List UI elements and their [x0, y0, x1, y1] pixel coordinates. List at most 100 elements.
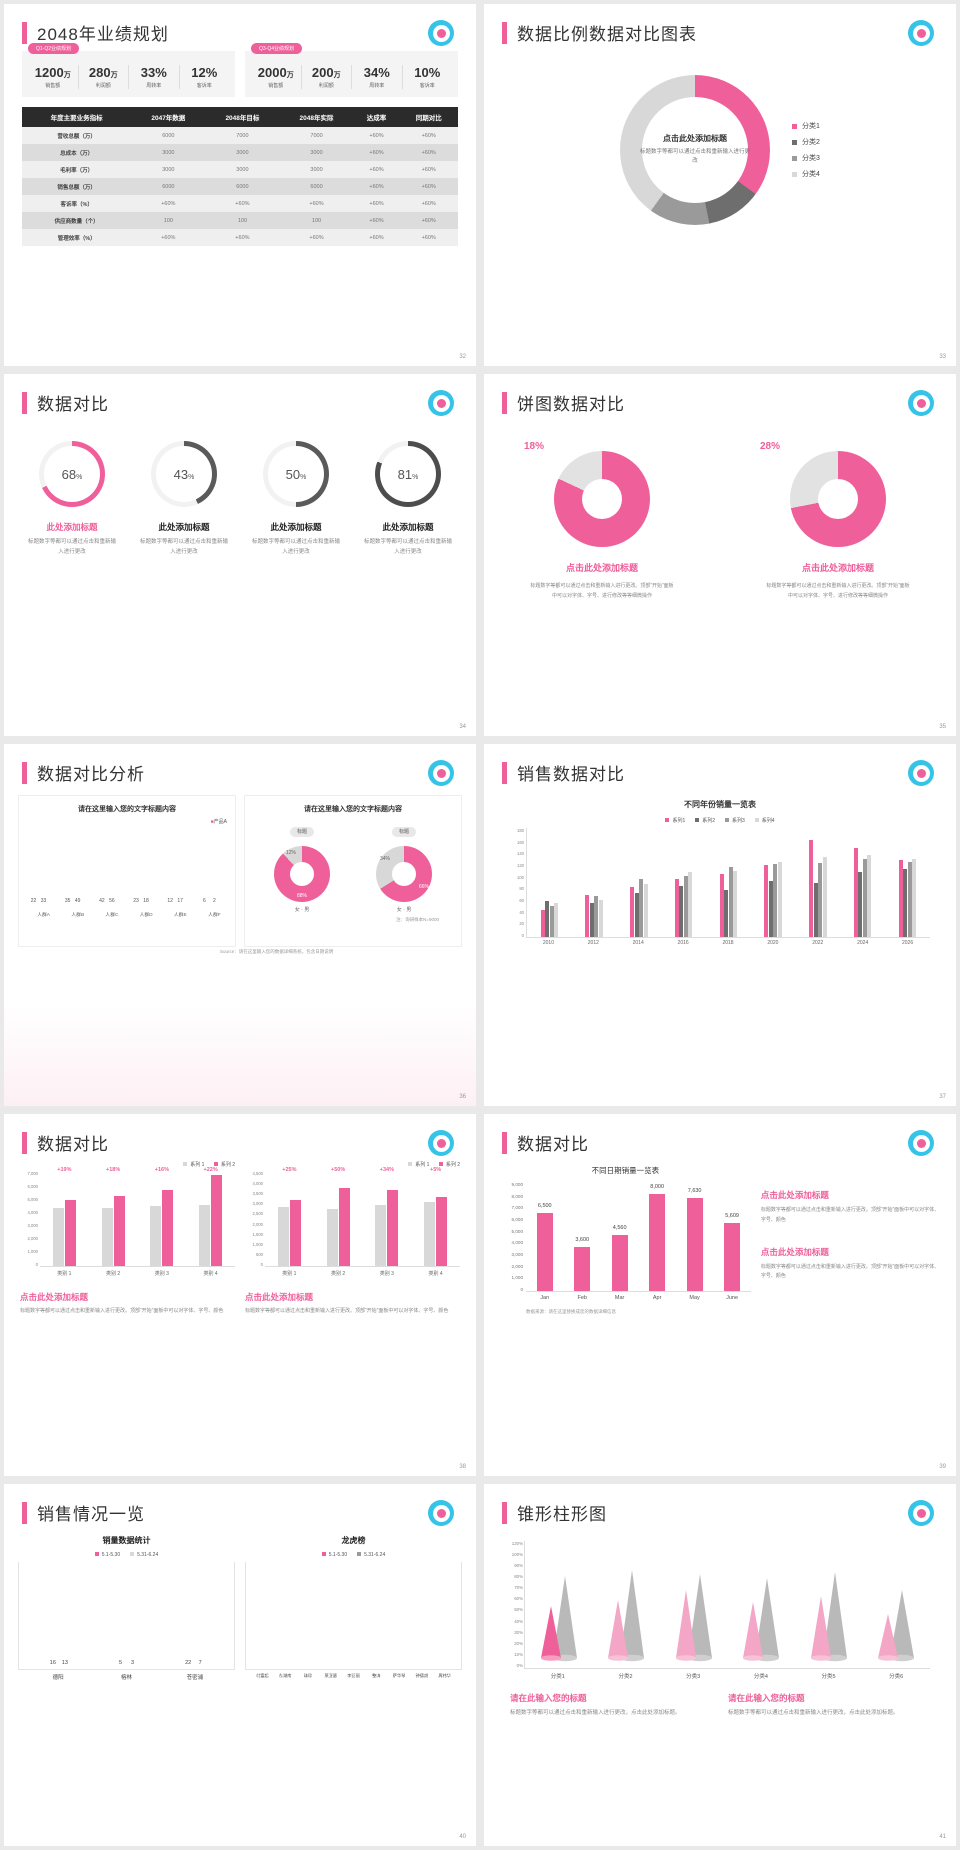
legend-item: 分类2: [792, 137, 820, 147]
title-accent-bar: [502, 21, 507, 44]
legend-item: 5.31-6.24: [130, 1552, 158, 1558]
chart-note: 注：询研样本N=9000: [396, 917, 439, 922]
delta-label: +5%: [430, 1167, 442, 1173]
delta-label: +50%: [331, 1167, 346, 1173]
cone-group: [806, 1541, 852, 1668]
x-axis: 分类1 分类2 分类3 分类4 分类5 分类6: [550, 1674, 904, 1680]
caption-title: 点击此处添加标题: [760, 1246, 829, 1257]
kpi-group-q1q2: Q1-Q2业绩规划 1200万 销售额 280万 利润额 33% 周转率 12% 客诉率: [22, 43, 235, 97]
bar: 3,600: [574, 1237, 591, 1291]
caption-title: 请在此输入您的标题: [728, 1693, 805, 1703]
caption-desc: 标题数字等都可以通过点击和重新输入进行更改。顶部“开始”面板中可以对字体、字号、…: [245, 1308, 449, 1314]
pie-value-label: 28%: [760, 441, 781, 452]
cone-pair-icon: [540, 1576, 577, 1662]
bar-group: +19%: [52, 1167, 76, 1266]
x-axis: 德阳 榕林 苍密浦: [52, 1675, 204, 1681]
page-number: 38: [459, 1464, 466, 1470]
donut-legend: 女 · 男: [294, 907, 310, 913]
brand-logo-icon: [908, 20, 934, 46]
kpi-item: 280万 利润额: [79, 65, 129, 89]
caption-title: 请在此输入您的标题: [510, 1693, 587, 1703]
slide-36[interactable]: 数据对比分析 请在这里输入您的文字标题内容 ■产品A 22 33 35 49 42 5…: [4, 744, 476, 1106]
caption-title: 点击此处添加标题: [760, 1190, 829, 1200]
ring-title: 此处添加标题: [270, 522, 322, 532]
bar-group: [630, 828, 648, 937]
kpi-item: 33% 周转率: [129, 65, 180, 89]
bar-group: [764, 828, 782, 937]
donut-tag: 标题: [391, 826, 416, 837]
ring-title: 此处添加标题: [46, 522, 98, 532]
bar-group: +50%: [326, 1167, 350, 1266]
card-title: 请在这里输入您的文字标题内容: [304, 806, 402, 813]
pie-item: 18% 点击此处添加标题 标题数字等都可以通过点击和重新输入进行更改。顶部“开始…: [512, 441, 692, 601]
slide-35[interactable]: 饼图数据对比 18% 点击此处添加标题 标题数字等都可以通过点击和重新输入进行更…: [484, 374, 956, 736]
pie-charts: 18% 点击此处添加标题 标题数字等都可以通过点击和重新输入进行更改。顶部“开始…: [484, 441, 956, 601]
caption-right: 请在此输入您的标题 标题数字等都可以通过点击和重新输入进行更改，点击此处添加标题…: [728, 1692, 930, 1718]
title-accent-bar: [502, 1501, 507, 1524]
chart-legend: 分类1 分类2 分类3 分类4: [792, 115, 820, 185]
pie-item: 28% 点击此处添加标题 标题数字等都可以通过点击和重新输入进行更改。顶部“开始…: [748, 441, 928, 601]
slide-37[interactable]: 销售数据对比 不同年份销量一览表 系列1 系列2 系列3 系列4 180 160 …: [484, 744, 956, 1106]
page-title: 销售数据对比: [517, 765, 625, 784]
brand-logo-icon: [428, 1130, 454, 1156]
legend-item: 系列 2: [213, 1162, 235, 1168]
progress-ring: 43%: [151, 441, 217, 507]
kpi-item: 34% 周转率: [352, 65, 403, 89]
bar-group: +18%: [101, 1167, 125, 1266]
delta-label: +22%: [203, 1167, 218, 1173]
table-row: 管理效率（%） +60% +60% +60% +60% +60%: [22, 229, 458, 246]
bar-chart-right: 系列 1 系列 2 4,500 4,000 3,500 3,000 2,500 2,0…: [245, 1161, 460, 1317]
mini-donut-item: 标题 12% 88% 女 · 男: [274, 820, 330, 913]
cone-group: [603, 1541, 649, 1668]
delta-label: +16%: [154, 1167, 169, 1173]
card-title: 请在这里输入您的文字标题内容: [78, 806, 176, 813]
page-number: 41: [939, 1834, 946, 1840]
bar: 8,000: [649, 1184, 666, 1291]
ring-item: 81% 此处添加标题 标题数字等都可以通过点击和重新输入进行更改: [364, 441, 452, 558]
chart-legend: 系列 1 系列 2: [245, 1161, 460, 1168]
page-title: 锥形柱形图: [517, 1505, 607, 1524]
progress-ring: 50%: [263, 441, 329, 507]
ring-desc: 标题数字等都可以通过点击和重新输入进行更改: [140, 539, 229, 555]
progress-rings: 68% 此处添加标题 标题数字等都可以通过点击和重新输入进行更改 43% 此处添…: [4, 441, 476, 558]
donut-legend: 女 · 男: [396, 907, 412, 913]
title-accent-bar: [22, 1131, 27, 1154]
x-axis: 2010 2012 2014 2016 2018 2020 2022 2024 2026: [542, 940, 914, 946]
table-row: 营收总额（万） 6000 7000 7000 +60% +60%: [22, 127, 458, 144]
legend-item: 5.1-5.30: [94, 1552, 120, 1558]
delta-label: +25%: [282, 1167, 297, 1173]
bar-group: [853, 828, 872, 937]
bar: 5,609: [724, 1213, 741, 1291]
legend-item: 分类1: [792, 121, 820, 131]
slide-38[interactable]: 数据对比 系列 1 系列 2 7,000 6,000 5,000 4,000 3,0…: [4, 1114, 476, 1476]
table-row: 供应商数量（个） 100 100 100 +60% +60%: [22, 212, 458, 229]
y-axis: 7,000 6,000 5,000 4,000 3,000 2,000 1,000 0: [27, 1171, 38, 1267]
kpi-tag: Q1-Q2业绩规划: [28, 43, 80, 54]
kpi-tag: Q3-Q4业绩规划: [251, 43, 303, 54]
slide-39[interactable]: 数据对比 不同日期销量一览表 9,000 8,000 7,000 6,000 5,0…: [484, 1114, 956, 1476]
slide-32[interactable]: 2048年业绩规划 Q1-Q2业绩规划 1200万 销售额 280万 利润额 33%…: [4, 4, 476, 366]
ring-desc: 标题数字等都可以通过点击和重新输入进行更改: [364, 539, 453, 555]
ring-desc: 标题数字等都可以通过点击和重新输入进行更改: [28, 539, 117, 555]
caption-desc: 标题数字等都可以通过点击和重新输入进行更改，点击此处添加标题。: [728, 1710, 899, 1716]
slide-41[interactable]: 锥形柱形图 120% 100% 90% 80% 70% 60% 50% 40% 30% 2…: [484, 1484, 956, 1846]
slide-34[interactable]: 数据对比 68% 此处添加标题 标题数字等都可以通过点击和重新输入进行更改 43…: [4, 374, 476, 736]
page-number: 34: [459, 724, 466, 730]
cone-pair-icon: [608, 1570, 645, 1662]
slide-33[interactable]: 数据比例数据对比图表 点击此处添加标题 标题数字等都可以通过点击和重新输入进行更…: [484, 4, 956, 366]
cone-pair-icon: [878, 1590, 915, 1662]
caption-title: 点击此处添加标题: [20, 1292, 89, 1302]
donut-chart: 12% 88%: [274, 846, 330, 902]
legend-item: 系列2: [695, 817, 715, 824]
page-title: 数据对比: [37, 1135, 109, 1154]
caption-desc: 标题数字等都可以通过点击和重新输入进行更改。顶部“开始”面板中可以对字体、字号、…: [760, 1207, 940, 1223]
table-row: 销售总额（万） 6000 6000 6000 +60% +60%: [22, 178, 458, 195]
donut-tag: 标题: [289, 826, 314, 837]
bar-chart: 不同年份销量一览表 系列1 系列2 系列3 系列4 180 160 140 120 …: [510, 799, 930, 946]
ring-item: 50% 此处添加标题 标题数字等都可以通过点击和重新输入进行更改: [252, 441, 340, 558]
brand-logo-icon: [428, 390, 454, 416]
